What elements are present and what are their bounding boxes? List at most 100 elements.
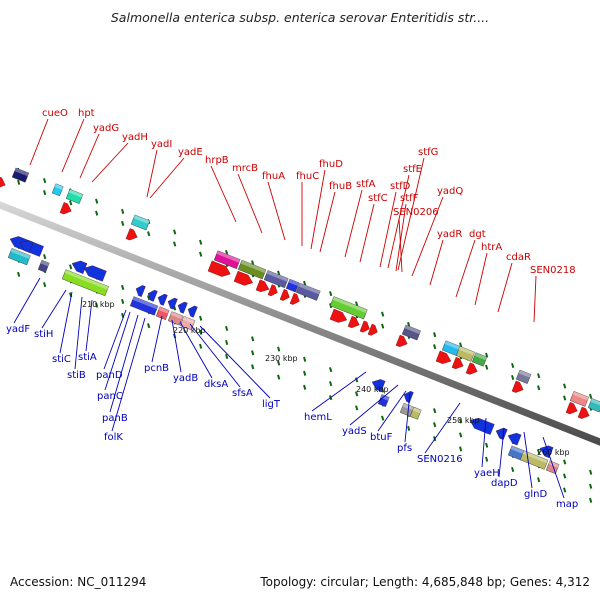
tick-mark [433, 408, 437, 414]
tick-mark [459, 432, 463, 438]
forward-gene-label: fhuD [319, 159, 343, 170]
forward-leader-line [379, 191, 397, 268]
tick-mark [277, 270, 281, 276]
reverse-gene-label: map [556, 499, 578, 510]
tick-mark [303, 280, 307, 286]
tick-mark [589, 393, 593, 399]
forward-arrow [233, 270, 253, 286]
forward-leader-line [319, 191, 336, 253]
tick-mark [381, 311, 385, 317]
reverse-gene-label: ligT [262, 399, 281, 410]
tick-mark [277, 374, 281, 380]
reverse-leader-line [179, 321, 213, 379]
forward-gene-label: fhuB [329, 181, 352, 192]
tick-mark [251, 364, 255, 370]
forward-leader-line [310, 169, 326, 250]
forward-leader-line [411, 196, 444, 277]
reverse-gene-label: glnD [524, 489, 547, 500]
forward-gene-label: cdaR [506, 252, 531, 263]
tick-mark [199, 315, 203, 321]
forward-gene-label: yadI [151, 139, 172, 150]
scale-label: 250 kbp [447, 416, 480, 425]
forward-gene-label: yadR [437, 229, 462, 240]
tick-mark [329, 381, 333, 387]
forward-gene-block [471, 352, 488, 367]
forward-gene-block [237, 259, 267, 280]
tick-mark [95, 210, 99, 216]
reverse-leader-line [103, 309, 127, 370]
tick-mark [433, 344, 437, 350]
tick-mark [537, 385, 541, 391]
tick-mark [303, 370, 307, 376]
reverse-arrow [135, 285, 146, 297]
forward-leader-line [398, 217, 403, 273]
reverse-leader-line [171, 319, 182, 373]
reverse-leader-line [199, 325, 271, 399]
forward-gene-block [569, 391, 589, 407]
forward-leader-line [359, 203, 375, 263]
tick-mark [69, 200, 73, 206]
tick-mark [563, 487, 567, 493]
forward-arrow [577, 406, 590, 419]
forward-arrow [125, 228, 138, 241]
forward-gene-label: stfD [390, 181, 411, 192]
forward-gene-block [587, 398, 600, 413]
reverse-leader-line [151, 315, 163, 363]
tick-mark [121, 208, 125, 214]
forward-gene-block [11, 167, 30, 183]
tick-mark [329, 367, 333, 373]
forward-leader-line [344, 189, 363, 258]
tick-mark [121, 298, 125, 304]
tick-mark [511, 362, 515, 369]
forward-leader-line [474, 252, 488, 306]
forward-gene-block [285, 278, 300, 293]
tick-mark [589, 469, 593, 475]
forward-leader-line [79, 133, 100, 179]
tick-mark [355, 301, 359, 307]
reverse-leader-line [404, 392, 411, 443]
reverse-gene-block [37, 259, 50, 273]
forward-gene-block [51, 183, 64, 197]
tick-mark [43, 254, 47, 260]
reverse-gene-label: pfs [397, 443, 412, 454]
forward-leader-line [395, 203, 407, 272]
forward-arrow [329, 308, 348, 323]
tick-mark [277, 346, 281, 352]
tick-mark [251, 350, 255, 356]
forward-gene-label: SEN0206 [393, 207, 439, 218]
reverse-leader-line [349, 384, 399, 426]
forward-gene-block [295, 282, 321, 301]
label-leader-lines [13, 118, 565, 499]
forward-leader-line [533, 275, 537, 323]
tick-mark [225, 339, 229, 346]
tick-mark [147, 231, 151, 237]
scale-labels: 210 kbp 220 kbp 230 kbp 240 kbp 250 kbp 260 k… [82, 300, 570, 457]
forward-arrow [279, 289, 290, 301]
tick-mark [355, 405, 359, 411]
forward-gene-label: fhuC [296, 171, 319, 182]
tick-mark [173, 241, 177, 247]
reverse-gene-label: SEN0216 [417, 454, 463, 465]
tick-mark [563, 395, 567, 401]
forward-gene-label: yadQ [437, 186, 463, 197]
tick-mark [407, 321, 411, 327]
forward-gene-label: stfF [400, 193, 419, 204]
reverse-gene-label: sfsA [232, 388, 253, 399]
reverse-gene-label: yadB [173, 373, 198, 384]
tick-mark [355, 391, 359, 397]
reverse-gene-label: dapD [491, 478, 518, 489]
forward-leader-line [149, 157, 185, 199]
tick-mark [121, 220, 125, 226]
forward-gene-label: htrA [481, 242, 502, 253]
scale-label: 220 kbp [173, 326, 206, 335]
tick-mark [563, 473, 567, 479]
reverse-leader-line [104, 311, 131, 391]
forward-leader-line [237, 173, 263, 234]
forward-arrow [367, 323, 378, 336]
tick-mark [43, 282, 47, 288]
forward-gene-label: yadG [93, 123, 119, 134]
forward-arrow [59, 202, 72, 215]
forward-gene-label: yadE [178, 147, 203, 158]
tick-mark [95, 302, 99, 308]
